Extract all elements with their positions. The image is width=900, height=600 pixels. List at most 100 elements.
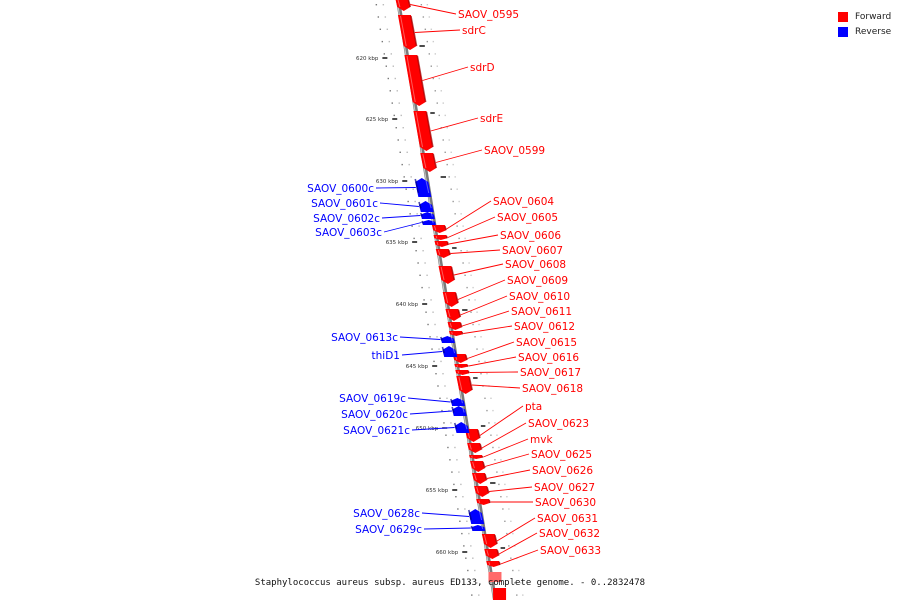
gene-saov_0602c-label[interactable]: SAOV_0602c (313, 213, 380, 225)
gene-saov_0629c-feature[interactable] (470, 525, 486, 531)
gene-saov_0603c-label[interactable]: SAOV_0603c (315, 227, 382, 239)
gene-saov_0621c-label[interactable]: SAOV_0621c (343, 425, 410, 437)
track-dot (446, 127, 448, 129)
track-dot (462, 496, 464, 498)
gene-saov_0607-label[interactable]: SAOV_0607 (502, 245, 563, 257)
track-dot (393, 114, 395, 117)
gene-saov_0627-feature[interactable] (474, 486, 490, 497)
gene-saov_0630-label[interactable]: SAOV_0630 (535, 497, 596, 509)
track-dot (432, 77, 434, 80)
gene-saov_0619c-feature[interactable] (450, 398, 466, 406)
gene-saov_0600c-feature[interactable] (414, 178, 432, 197)
gene-saov_0631-feature[interactable] (481, 534, 498, 548)
gene-thid1-label[interactable]: thiD1 (372, 350, 400, 362)
track-dot (472, 557, 474, 559)
gene-saov_0608-feature[interactable] (438, 266, 456, 284)
gene-saov_0601c-label[interactable]: SAOV_0601c (311, 198, 378, 210)
gene-sdrc-leader (414, 29, 461, 33)
gene-saov_0631-label[interactable]: SAOV_0631 (537, 513, 598, 525)
gene-saov_0617-label[interactable]: SAOV_0617 (520, 367, 581, 379)
gene-saov_0633-label[interactable]: SAOV_0633 (540, 545, 601, 557)
gene-mvk-label[interactable]: mvk (530, 434, 553, 446)
gene-sdre-label[interactable]: sdrE (480, 113, 503, 125)
gene-mvk-feature[interactable] (469, 455, 484, 459)
gene-saov_0604-label[interactable]: SAOV_0604 (493, 196, 554, 208)
gene-saov_0612-feature[interactable] (449, 331, 464, 336)
track-dot (460, 213, 462, 215)
track-dot (506, 496, 508, 498)
gene-saov_0617-feature[interactable] (455, 370, 470, 375)
gene-saov_0628c-feature[interactable] (468, 509, 485, 524)
gene-saov_0605-label[interactable]: SAOV_0605 (497, 212, 558, 224)
gene-saov_0633-feature[interactable] (486, 561, 501, 567)
gene-saov_0621c-feature[interactable] (453, 422, 470, 433)
gene-sdre-feature[interactable] (413, 111, 434, 151)
track-dot (438, 77, 440, 80)
gene-saov_0618-feature[interactable] (456, 376, 473, 394)
gene-saov_0626-label[interactable]: SAOV_0626 (532, 465, 593, 477)
gene-saov_0623-feature[interactable] (467, 443, 483, 453)
gene-saov_0620c-feature[interactable] (451, 406, 467, 416)
gene-saov_0595-feature[interactable] (395, 0, 412, 11)
gene-saov_0616-feature[interactable] (454, 364, 469, 368)
gene-sdrd-label[interactable]: sdrD (470, 62, 495, 74)
gene-saov_0613c-label[interactable]: SAOV_0613c (331, 332, 398, 344)
track-dot (443, 422, 445, 424)
gene-saov_0605-feature[interactable] (433, 235, 449, 240)
gene-saov_0627-label[interactable]: SAOV_0627 (534, 482, 595, 494)
gene-sdrc-label[interactable]: sdrC (462, 25, 486, 37)
gene-saov_0625-label[interactable]: SAOV_0625 (531, 449, 592, 461)
gene-saov_0602c-feature[interactable] (420, 212, 435, 219)
gene-saov_0608-label[interactable]: SAOV_0608 (505, 259, 566, 271)
gene-saov_0625-feature[interactable] (470, 461, 486, 472)
gene-saov_0628c-label[interactable]: SAOV_0628c (353, 508, 420, 520)
gene-saov_0613c-feature[interactable] (440, 336, 455, 343)
track-dot (428, 286, 430, 289)
gene-saov_0603c-feature[interactable] (421, 220, 436, 225)
gene-thid1-feature[interactable] (441, 346, 458, 357)
gene-saov_0632-feature[interactable] (484, 549, 500, 559)
gene-saov_0615-label[interactable]: SAOV_0615 (516, 337, 577, 349)
gene-saov_0607-feature[interactable] (435, 249, 451, 258)
gene-saov_0610-feature[interactable] (445, 309, 462, 321)
gene-saov_0618-label[interactable]: SAOV_0618 (522, 383, 583, 395)
gene-saov_0606-label[interactable]: SAOV_0606 (500, 230, 561, 242)
gene-sdrd-feature[interactable] (404, 55, 427, 106)
track-dot (401, 163, 403, 166)
track-dot (466, 286, 468, 289)
track-dot (456, 188, 458, 190)
gene-saov_0606-leader (448, 234, 499, 245)
gene-saov_0595-label[interactable]: SAOV_0595 (458, 9, 519, 21)
gene-thid1-leader (401, 351, 443, 356)
gene-saov_0599-feature[interactable] (420, 153, 438, 172)
gene-sdrd-leader (422, 66, 469, 81)
gene-saov_0623-label[interactable]: SAOV_0623 (528, 418, 589, 430)
gene-saov_0619c-label[interactable]: SAOV_0619c (339, 393, 406, 405)
gene-saov_0600c-label[interactable]: SAOV_0600c (307, 183, 374, 195)
gene-saov_0620c-label[interactable]: SAOV_0620c (341, 409, 408, 421)
gene-saov_0610-label[interactable]: SAOV_0610 (509, 291, 570, 303)
genome-caption: Staphylococcus aureus subsp. aureus ED13… (254, 578, 646, 588)
track-dot (480, 373, 482, 375)
gene-saov_0630-feature[interactable] (476, 499, 491, 505)
gene-saov_0606-feature[interactable] (434, 241, 450, 247)
gene-saov_0609-label[interactable]: SAOV_0609 (507, 275, 568, 287)
gene-saov_0611-label[interactable]: SAOV_0611 (511, 306, 572, 318)
gene-saov_0612-label[interactable]: SAOV_0612 (514, 321, 575, 333)
gene-saov_0601c-feature[interactable] (418, 201, 434, 212)
legend-forward-label: Forward (855, 11, 892, 22)
gene-saov_0611-feature[interactable] (447, 322, 463, 330)
gene-saov_0632-label[interactable]: SAOV_0632 (539, 528, 600, 540)
gene-saov_0599-label[interactable]: SAOV_0599 (484, 145, 545, 157)
gene-saov_0629c-label[interactable]: SAOV_0629c (355, 524, 422, 536)
gene-pta-label[interactable]: pta (525, 401, 542, 413)
track-dot (450, 422, 452, 424)
track-dot (500, 459, 502, 461)
track-dot (460, 250, 462, 252)
gene-saov_0626-feature[interactable] (471, 473, 488, 484)
track-dot (431, 348, 433, 350)
gene-saov_0609-feature[interactable] (442, 292, 459, 307)
gene-saov_0616-label[interactable]: SAOV_0616 (518, 352, 579, 364)
gene-sdrc-feature[interactable] (397, 15, 418, 50)
gene-saov_0604-feature[interactable] (431, 225, 447, 233)
